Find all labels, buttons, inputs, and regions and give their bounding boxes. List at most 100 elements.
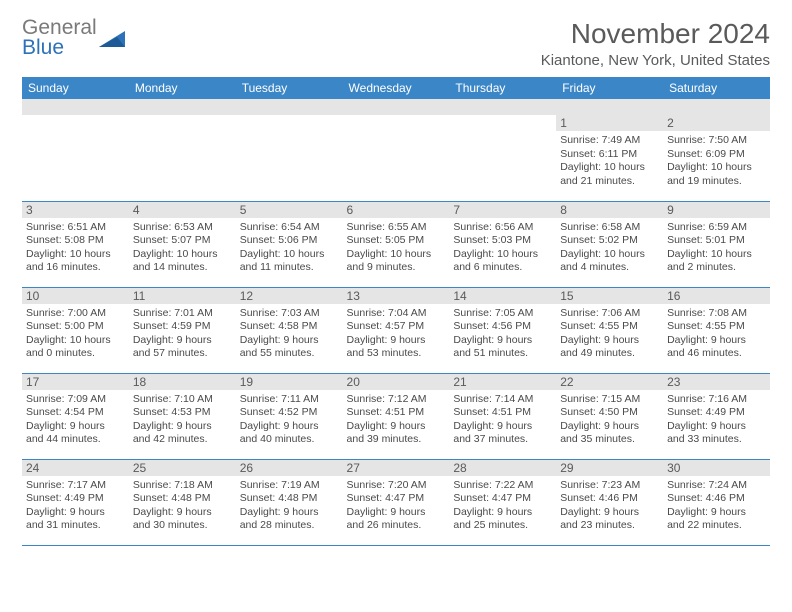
title-block: November 2024 Kiantone, New York, United… [541,18,770,69]
sunrise-value: 7:18 AM [174,479,213,491]
day-details: Sunrise: 6:53 AMSunset: 5:07 PMDaylight:… [133,221,232,276]
empty-cell [343,115,450,201]
dow-header-cell: Monday [129,77,236,99]
sunset-label: Sunset: [453,406,489,418]
day-cell: 11Sunrise: 7:01 AMSunset: 4:59 PMDayligh… [129,287,236,373]
sunset-value: 4:51 PM [492,406,531,418]
sunrise-label: Sunrise: [453,479,492,491]
day-number: 23 [663,374,770,390]
sunrise-value: 7:03 AM [281,307,320,319]
day-number: 15 [556,288,663,304]
daylight-label: Daylight: [667,248,708,260]
spacer-cell [129,99,236,115]
sunset-value: 5:07 PM [171,234,210,246]
sunset-label: Sunset: [667,148,703,160]
day-cell: 12Sunrise: 7:03 AMSunset: 4:58 PMDayligh… [236,287,343,373]
day-cell: 27Sunrise: 7:20 AMSunset: 4:47 PMDayligh… [343,459,450,545]
day-number: 9 [663,202,770,218]
dow-header-cell: Tuesday [236,77,343,99]
day-number: 2 [663,115,770,131]
daylight-label: Daylight: [667,506,708,518]
day-cell: 24Sunrise: 7:17 AMSunset: 4:49 PMDayligh… [22,459,129,545]
sunrise-value: 7:16 AM [709,393,748,405]
sunrise-value: 7:14 AM [495,393,534,405]
sunset-value: 4:53 PM [171,406,210,418]
day-details: Sunrise: 7:12 AMSunset: 4:51 PMDaylight:… [347,393,446,448]
spacer-cell [663,99,770,115]
day-cell: 3Sunrise: 6:51 AMSunset: 5:08 PMDaylight… [22,201,129,287]
daylight-label: Daylight: [560,506,601,518]
location: Kiantone, New York, United States [541,52,770,69]
sunrise-label: Sunrise: [667,307,706,319]
day-number: 28 [449,460,556,476]
sunrise-label: Sunrise: [560,134,599,146]
sunset-value: 6:11 PM [599,148,637,160]
day-cell: 20Sunrise: 7:12 AMSunset: 4:51 PMDayligh… [343,373,450,459]
daylight-label: Daylight: [347,248,388,260]
day-details: Sunrise: 6:58 AMSunset: 5:02 PMDaylight:… [560,221,659,276]
daylight-label: Daylight: [26,248,67,260]
sunset-label: Sunset: [26,234,62,246]
sunrise-label: Sunrise: [667,221,706,233]
daylight-label: Daylight: [347,506,388,518]
day-details: Sunrise: 7:10 AMSunset: 4:53 PMDaylight:… [133,393,232,448]
day-cell: 2 Sunrise: 7:50 AMSunset: 6:09 PMDaylight… [663,115,770,201]
sunrise-label: Sunrise: [560,307,599,319]
sunset-value: 5:03 PM [492,234,531,246]
day-number: 19 [236,374,343,390]
sunset-label: Sunset: [453,234,489,246]
sunrise-value: 6:54 AM [281,221,320,233]
sunset-value: 4:49 PM [65,492,104,504]
day-number: 18 [129,374,236,390]
daylight-label: Daylight: [26,420,67,432]
sunrise-value: 6:56 AM [495,221,534,233]
sunset-label: Sunset: [133,234,169,246]
sunrise-label: Sunrise: [133,393,172,405]
sunrise-value: 7:19 AM [281,479,320,491]
day-details: Sunrise: 7:16 AMSunset: 4:49 PMDaylight:… [667,393,766,448]
day-cell: 17Sunrise: 7:09 AMSunset: 4:54 PMDayligh… [22,373,129,459]
day-details: Sunrise: 7:08 AMSunset: 4:55 PMDaylight:… [667,307,766,362]
day-number: 16 [663,288,770,304]
day-number: 3 [22,202,129,218]
day-details: Sunrise: 7:01 AMSunset: 4:59 PMDaylight:… [133,307,232,362]
sunrise-label: Sunrise: [240,221,279,233]
empty-cell [449,115,556,201]
sunset-value: 4:54 PM [65,406,104,418]
dow-header-cell: Wednesday [343,77,450,99]
sunset-label: Sunset: [26,320,62,332]
day-number: 24 [22,460,129,476]
spacer-cell [449,99,556,115]
daylight-label: Daylight: [560,334,601,346]
sunset-value: 6:09 PM [706,148,745,160]
dow-header-row: SundayMondayTuesdayWednesdayThursdayFrid… [22,77,770,99]
sunrise-label: Sunrise: [240,479,279,491]
day-details: Sunrise: 7:23 AMSunset: 4:46 PMDaylight:… [560,479,659,534]
sunrise-label: Sunrise: [560,221,599,233]
day-number: 12 [236,288,343,304]
sunset-value: 4:50 PM [599,406,638,418]
day-number: 27 [343,460,450,476]
spacer-cell [556,99,663,115]
sunrise-value: 7:05 AM [495,307,534,319]
week-row: 10Sunrise: 7:00 AMSunset: 5:00 PMDayligh… [22,287,770,373]
daylight-label: Daylight: [26,506,67,518]
sunset-label: Sunset: [347,406,383,418]
sunset-value: 4:46 PM [599,492,638,504]
sunset-label: Sunset: [347,234,383,246]
sunrise-value: 7:08 AM [709,307,748,319]
sunset-label: Sunset: [453,492,489,504]
spacer-cell [343,99,450,115]
dow-header-cell: Saturday [663,77,770,99]
day-cell: 21Sunrise: 7:14 AMSunset: 4:51 PMDayligh… [449,373,556,459]
day-cell: 15Sunrise: 7:06 AMSunset: 4:55 PMDayligh… [556,287,663,373]
sunrise-value: 7:20 AM [388,479,427,491]
day-details: Sunrise: 7:50 AMSunset: 6:09 PMDaylight:… [667,134,766,189]
daylight-label: Daylight: [560,248,601,260]
day-number: 21 [449,374,556,390]
sunset-value: 5:02 PM [599,234,638,246]
daylight-label: Daylight: [560,161,601,173]
sunset-value: 4:48 PM [171,492,210,504]
sunrise-label: Sunrise: [133,221,172,233]
sunrise-label: Sunrise: [347,221,386,233]
